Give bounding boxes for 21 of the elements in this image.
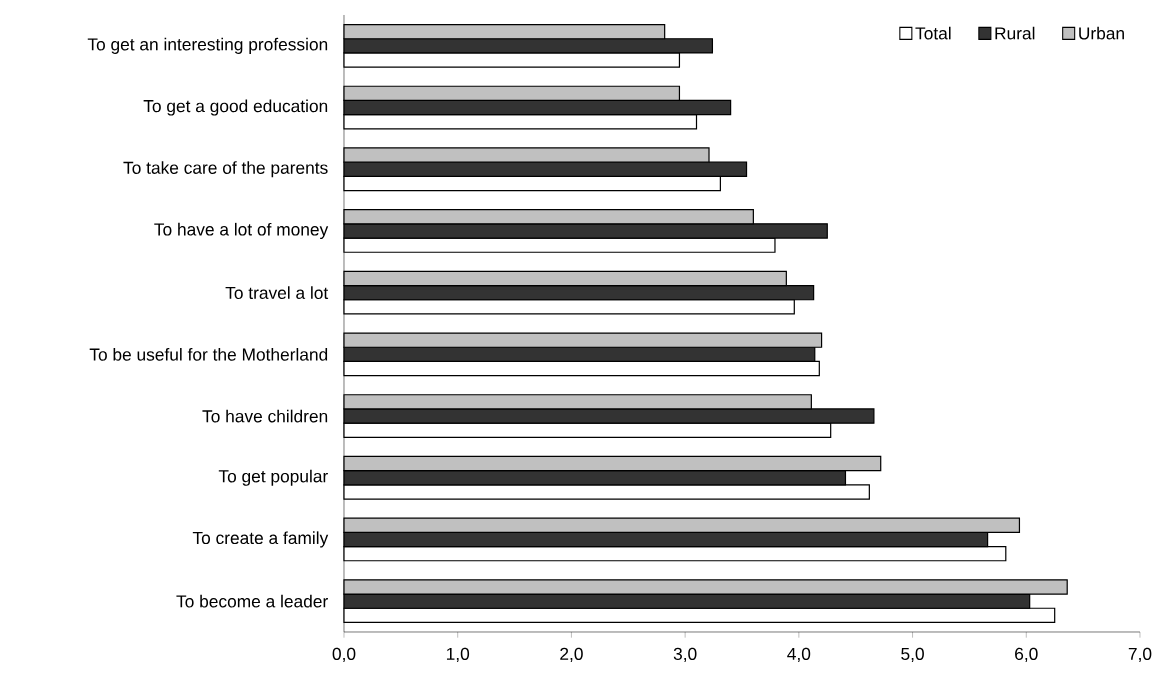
x-tick-label: 7,0 [1128,647,1152,663]
legend-label: Urban [1079,26,1124,40]
y-tick-label: To get an interesting profession [87,37,328,54]
y-tick-label: To take care of the parents [123,161,328,178]
x-tick-label: 1,0 [446,647,470,663]
y-tick-label: To travel a lot [225,286,329,300]
y-tick-label: To create a family [192,531,329,548]
y-tick-label: To get popular [218,469,328,486]
legend-label: Total [915,26,951,40]
x-tick-label: 3,0 [673,647,697,663]
x-tick-label: 4,0 [787,647,811,663]
legend-label: Rural [995,26,1035,40]
y-tick-label: To become a leader [176,594,328,608]
y-tick-label: To be useful for the Motherland [89,347,328,361]
y-tick-label: To have a lot of money [154,222,329,240]
x-tick-label: 2,0 [560,647,583,663]
x-tick-label: 0,0 [332,647,356,663]
x-tick-label: 6,0 [1015,647,1038,663]
y-tick-label: To get a good education [143,99,328,116]
x-tick-label: 5,0 [901,647,924,663]
y-tick-label: To have children [202,409,328,423]
